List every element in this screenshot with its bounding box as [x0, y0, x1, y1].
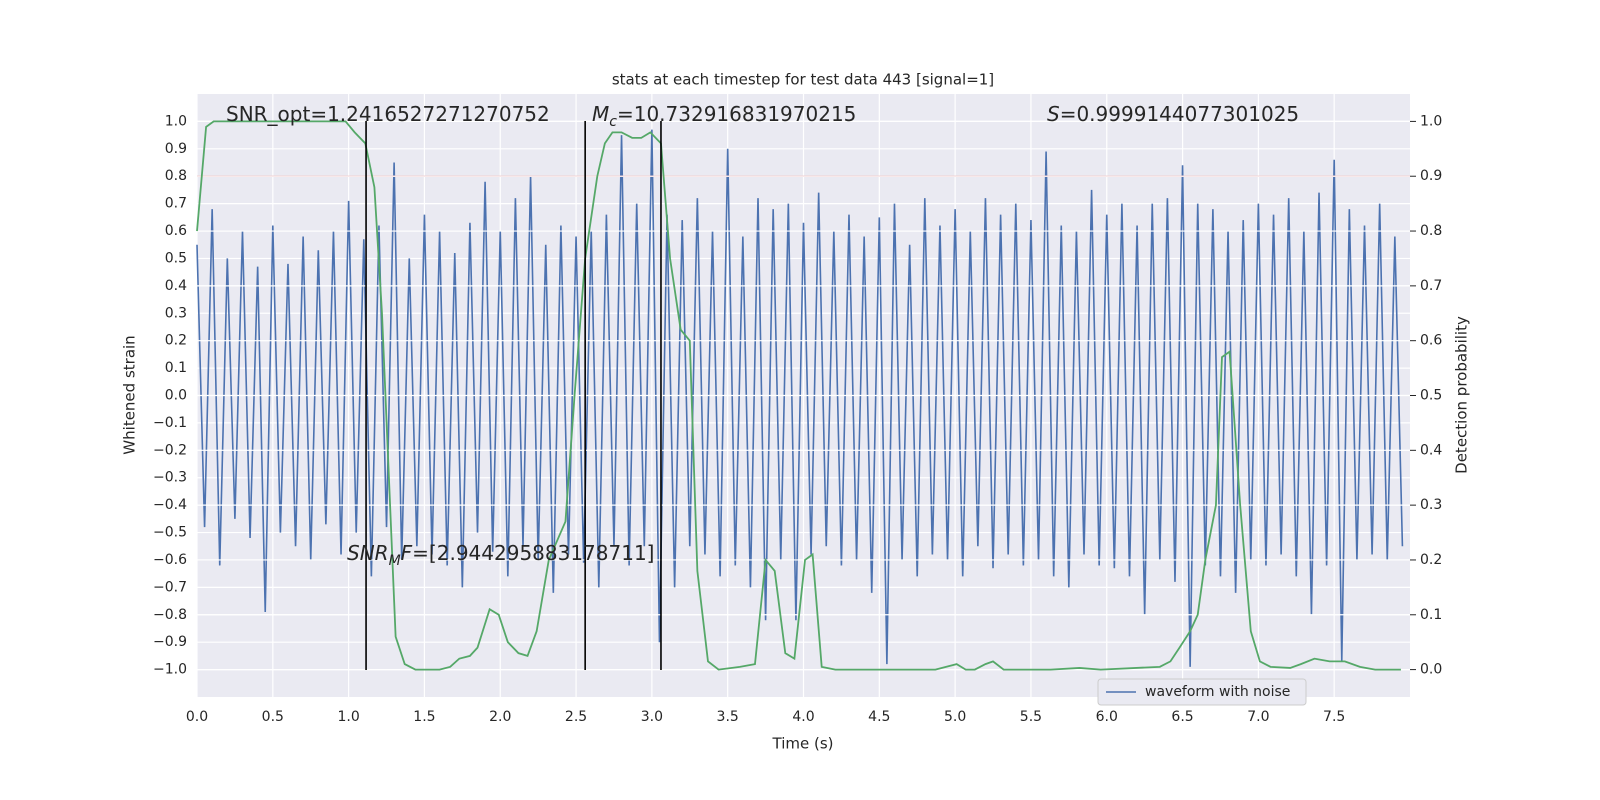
x-tick-label: 6.5 [1171, 709, 1193, 725]
annotation-text: =10.732916831970215 [617, 102, 856, 126]
y2-tick-label: 0.4 [1420, 442, 1442, 458]
legend-box [1097, 678, 1307, 706]
y-tick-label: −0.6 [153, 552, 187, 568]
y-tick-label: 0.5 [165, 250, 187, 266]
y-tick-label: 0.9 [165, 141, 187, 157]
y-tick-label: −0.9 [153, 634, 187, 650]
y-tick-label: 0.1 [165, 360, 187, 376]
data-line [196, 120, 1401, 671]
annotation: Mc=10.732916831970215 [592, 102, 856, 130]
y-tick-label: 1.0 [165, 113, 187, 129]
y-tick-label: −1.0 [153, 662, 187, 678]
y-tick-label: −0.5 [153, 525, 187, 541]
data-line [196, 129, 1404, 667]
x-tick-label: 7.0 [1247, 709, 1269, 725]
y2-tick-label: 0.7 [1420, 278, 1442, 294]
y-tick-label: −0.8 [153, 607, 187, 623]
x-tick-label: 0.5 [262, 709, 284, 725]
annotation-text: =0.9999144077301025 [1060, 102, 1299, 126]
y2-tick-label: 0.0 [1420, 662, 1442, 678]
annotation-text: =[2.944295883178711] [412, 541, 654, 565]
annotation: SNRMF=[2.944295883178711] [347, 541, 655, 569]
chart-title: stats at each timestep for test data 443… [612, 71, 994, 89]
x-tick-label: 5.5 [1020, 709, 1042, 725]
y2-tick-label: 0.5 [1420, 388, 1442, 404]
x-tick-label: 0.0 [186, 709, 208, 725]
x-tick-label: 5.0 [944, 709, 966, 725]
annotation: S=0.9999144077301025 [1047, 102, 1299, 126]
x-tick-label: 7.5 [1323, 709, 1345, 725]
x-axis-label: Time (s) [772, 735, 834, 753]
y-axis-label: Whitened strain [121, 335, 139, 454]
x-tick-label: 1.5 [413, 709, 435, 725]
y2-tick-label: 0.1 [1420, 607, 1442, 623]
x-tick-label: 2.0 [489, 709, 511, 725]
y2-tick-label: 1.0 [1420, 113, 1442, 129]
x-tick-label: 3.0 [641, 709, 663, 725]
y-tick-label: −0.4 [153, 497, 187, 513]
y2-axis-label: Detection probability [1453, 316, 1471, 474]
legend-label: waveform with noise [1145, 684, 1290, 700]
annotation-symbol: S [1047, 102, 1060, 126]
annotation-symbol: SNR [347, 541, 389, 565]
x-tick-label: 1.0 [337, 709, 359, 725]
y-tick-label: 0.4 [165, 278, 187, 294]
y-tick-label: 0.6 [165, 223, 187, 239]
y2-tick-label: 0.9 [1420, 168, 1442, 184]
y-tick-label: 0.8 [165, 168, 187, 184]
annotation-subscript: c [609, 114, 617, 130]
annotation-symbol: F [401, 541, 413, 565]
annotation: SNR_opt=1.2416527271270752 [226, 102, 550, 126]
y-tick-label: 0.3 [165, 305, 187, 321]
x-tick-label: 2.5 [565, 709, 587, 725]
y-tick-label: −0.2 [153, 442, 187, 458]
y-tick-label: −0.3 [153, 470, 187, 486]
x-tick-label: 6.0 [1096, 709, 1118, 725]
y2-tick-label: 0.8 [1420, 223, 1442, 239]
y-tick-label: 0.2 [165, 333, 187, 349]
x-tick-label: 4.0 [792, 709, 814, 725]
annotation-text: SNR_opt=1.2416527271270752 [226, 102, 550, 126]
y-tick-label: 0.0 [165, 388, 187, 404]
y-tick-label: 0.7 [165, 196, 187, 212]
y2-tick-label: 0.3 [1420, 497, 1442, 513]
y2-tick-label: 0.6 [1420, 333, 1442, 349]
annotation-symbol: M [592, 102, 609, 126]
x-tick-label: 4.5 [868, 709, 890, 725]
y2-tick-label: 0.2 [1420, 552, 1442, 568]
y-tick-label: −0.7 [153, 579, 187, 595]
annotation-subscript: M [389, 553, 401, 569]
y-tick-label: −0.1 [153, 415, 187, 431]
x-tick-label: 3.5 [717, 709, 739, 725]
